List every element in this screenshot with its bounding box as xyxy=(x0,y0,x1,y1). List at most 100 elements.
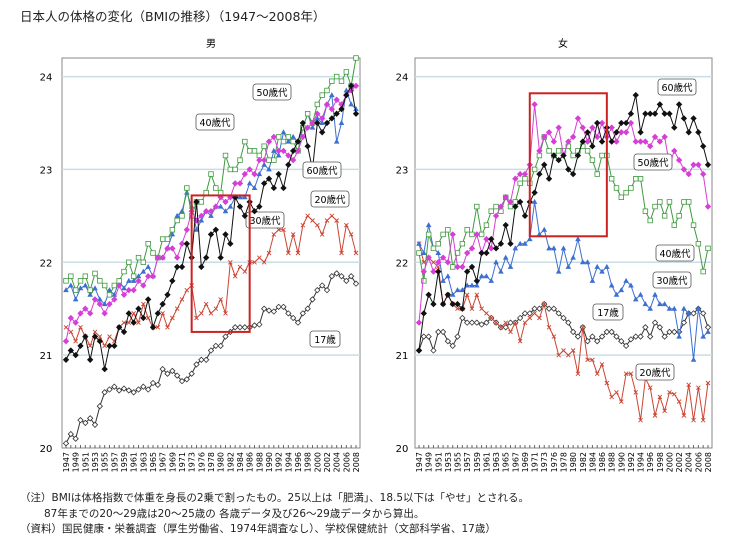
data-point xyxy=(212,203,219,210)
series-label: 40歳代 xyxy=(659,248,691,260)
data-point xyxy=(637,129,644,136)
data-point xyxy=(618,399,624,404)
data-point xyxy=(589,124,596,131)
data-point xyxy=(101,310,108,317)
data-point xyxy=(174,254,181,261)
data-point xyxy=(425,222,432,228)
data-point xyxy=(473,231,480,238)
data-point xyxy=(642,110,649,117)
data-point xyxy=(536,170,543,178)
x-tick-label: 2004 xyxy=(685,452,694,472)
data-point xyxy=(217,254,224,261)
data-point xyxy=(661,333,668,340)
data-point xyxy=(594,263,601,269)
data-point xyxy=(556,352,562,358)
data-point xyxy=(174,263,181,271)
data-point xyxy=(497,203,505,210)
x-tick-label: 2000 xyxy=(313,452,322,472)
data-point xyxy=(72,296,79,302)
data-point xyxy=(256,203,263,210)
data-point xyxy=(680,115,688,122)
series-label-box xyxy=(592,303,624,321)
data-point xyxy=(348,273,355,280)
data-point xyxy=(574,333,582,340)
data-point xyxy=(275,134,282,140)
data-point xyxy=(609,394,614,400)
data-point xyxy=(695,129,702,136)
data-point xyxy=(531,189,538,196)
data-point xyxy=(430,347,437,354)
data-point xyxy=(469,306,475,312)
data-point xyxy=(343,87,350,93)
data-point xyxy=(681,199,687,205)
data-point xyxy=(184,287,190,293)
data-point xyxy=(304,305,311,312)
data-point xyxy=(454,263,461,271)
data-point xyxy=(199,311,204,316)
data-point xyxy=(261,156,268,164)
data-point xyxy=(319,129,326,136)
data-point xyxy=(555,268,562,274)
data-point xyxy=(647,217,653,224)
data-point xyxy=(208,212,214,218)
y-tick-label: 21 xyxy=(396,351,409,362)
data-point xyxy=(213,185,219,191)
data-point xyxy=(657,199,663,205)
data-point xyxy=(435,328,442,336)
data-point xyxy=(696,385,701,390)
data-point xyxy=(353,250,359,256)
data-point xyxy=(618,287,625,293)
series-label: 60歳代 xyxy=(306,165,338,177)
data-point xyxy=(261,161,267,167)
x-tick-label: 2006 xyxy=(342,452,351,472)
data-point xyxy=(169,245,176,252)
x-tick-label: 1963 xyxy=(492,452,501,472)
data-point xyxy=(232,324,239,331)
data-point xyxy=(261,305,268,312)
data-point xyxy=(546,245,552,251)
data-point xyxy=(691,417,696,423)
data-point xyxy=(421,278,427,284)
data-point xyxy=(232,180,239,187)
x-tick-label: 1951 xyxy=(434,452,443,472)
data-point xyxy=(164,291,171,298)
data-point xyxy=(309,296,316,303)
data-point xyxy=(416,250,422,256)
data-point xyxy=(440,277,446,283)
data-point xyxy=(459,263,466,271)
data-point xyxy=(242,194,248,200)
data-point xyxy=(468,263,476,271)
x-tick-label: 1978 xyxy=(560,452,569,472)
data-point xyxy=(493,203,499,210)
data-point xyxy=(700,417,706,423)
data-point xyxy=(106,386,113,393)
data-point xyxy=(77,416,84,424)
data-point xyxy=(613,129,620,136)
data-point xyxy=(623,189,629,196)
data-point xyxy=(261,180,268,187)
data-point xyxy=(178,263,186,271)
data-point xyxy=(628,185,634,191)
data-point xyxy=(637,333,644,340)
data-point xyxy=(584,338,591,345)
data-point xyxy=(627,119,635,127)
data-point xyxy=(493,259,499,265)
data-point xyxy=(193,361,200,368)
series-30歳代: 30歳代 xyxy=(416,198,711,362)
data-point xyxy=(165,324,170,330)
data-point xyxy=(415,319,423,326)
data-point xyxy=(608,124,615,131)
data-point xyxy=(594,171,600,177)
x-tick-label: 1976 xyxy=(550,452,559,472)
data-point xyxy=(700,143,707,150)
data-point xyxy=(474,282,480,288)
data-point xyxy=(671,305,678,311)
data-point xyxy=(178,377,186,385)
x-tick-label: 1961 xyxy=(482,452,491,472)
data-point xyxy=(227,166,234,173)
data-point xyxy=(246,148,253,154)
data-point xyxy=(512,203,519,210)
data-point xyxy=(589,143,596,150)
data-point xyxy=(169,227,176,233)
